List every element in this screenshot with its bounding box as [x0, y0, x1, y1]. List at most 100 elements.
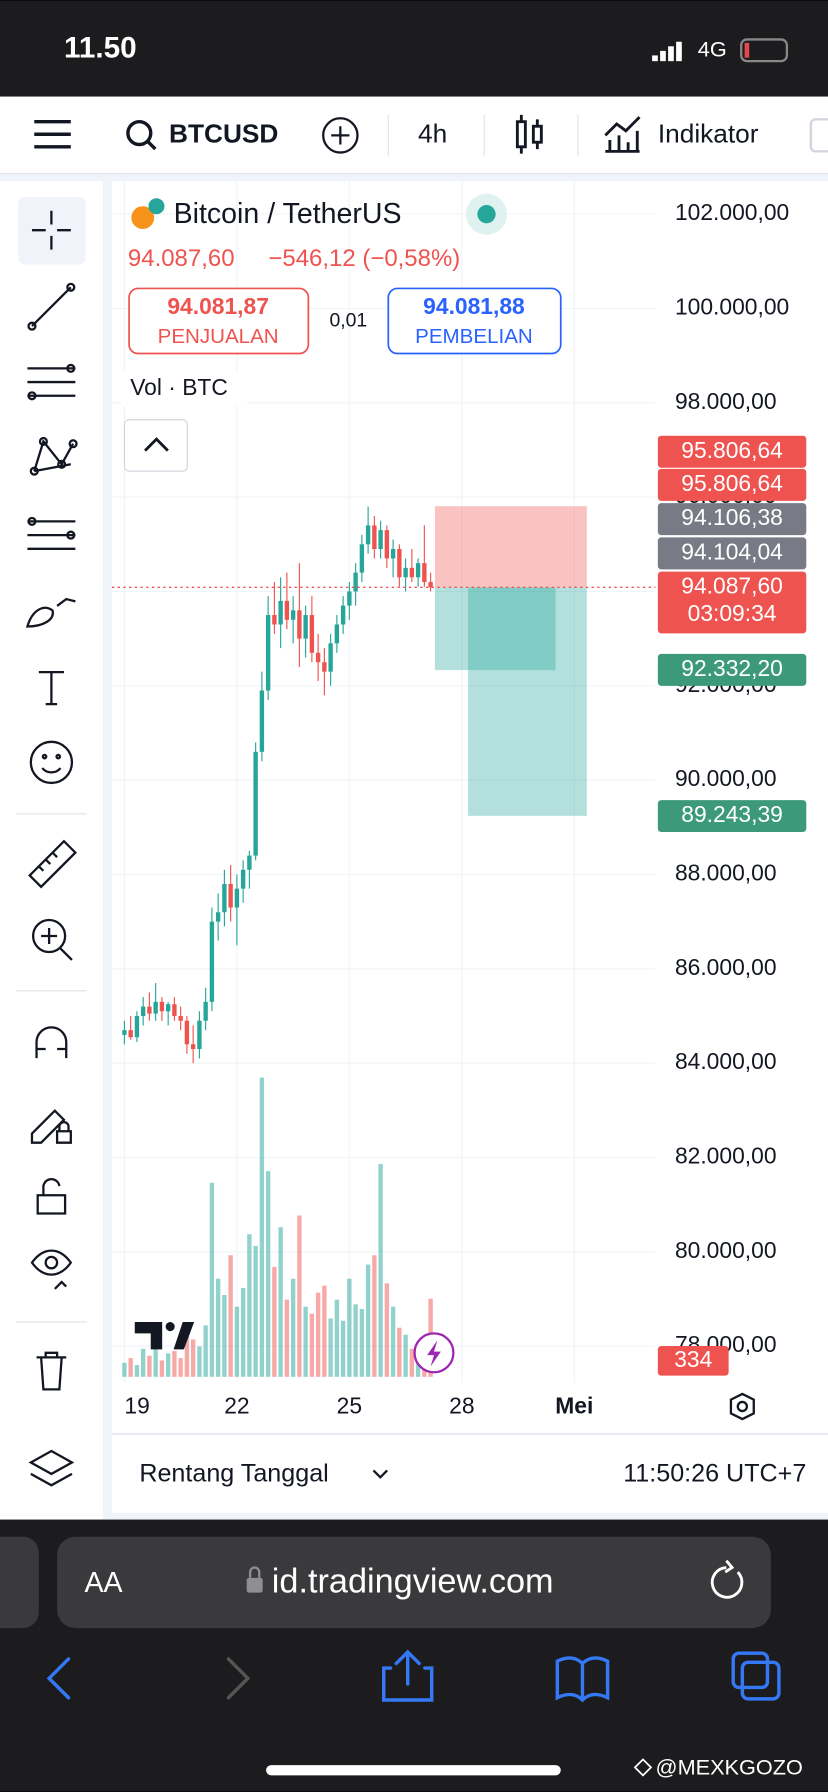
candle-body [253, 751, 258, 856]
volume-bar [259, 1077, 265, 1377]
candle-body [165, 1004, 171, 1012]
price-label-box [657, 468, 807, 501]
settings[interactable] [729, 1392, 755, 1421]
price-label-box [657, 503, 807, 536]
candle-body [128, 1030, 133, 1038]
volume-bar [140, 1348, 146, 1377]
candle-body [265, 615, 271, 691]
home-indicator [266, 1765, 561, 1776]
text-size[interactable]: AA [85, 1567, 123, 1599]
target-zone [434, 587, 556, 671]
chart-type[interactable] [515, 114, 543, 154]
cursor-tool[interactable] [18, 197, 86, 265]
buy-button[interactable] [387, 287, 562, 355]
volume-bar [247, 1234, 252, 1377]
candle-body [378, 530, 383, 550]
y-tick-label: 98.000,00 [675, 388, 777, 414]
candle-body [359, 544, 365, 573]
candle-body [284, 600, 290, 620]
x-tick-label: 28 [449, 1393, 474, 1419]
candle-body [178, 1015, 183, 1021]
volume-bar [178, 1358, 183, 1377]
volume-label-box [657, 1345, 729, 1376]
volume-bar [372, 1255, 377, 1377]
search-icon [146, 139, 157, 151]
interval[interactable]: 4h [418, 118, 447, 148]
volume-bar [159, 1360, 165, 1377]
candle-body [409, 567, 415, 578]
battery-level [744, 42, 750, 58]
price-label: 89.243,39 [681, 801, 783, 827]
price-label: 94.087,60 [681, 573, 783, 599]
volume-bar [390, 1306, 396, 1377]
symbol-name: Bitcoin / TetherUS [174, 198, 402, 230]
volume-bar [290, 1278, 296, 1377]
tool-separators [15, 813, 87, 1323]
volume-bar [122, 1362, 127, 1377]
volume-bar [415, 1355, 421, 1377]
candle-body [422, 563, 427, 583]
candle-body [190, 1044, 196, 1050]
sell-button[interactable] [128, 287, 310, 355]
candle-body [272, 615, 277, 625]
indicator-icon[interactable] [604, 116, 641, 153]
volume-bar [347, 1278, 352, 1377]
lock-icon [248, 1566, 261, 1578]
candle-body [134, 1015, 140, 1038]
last-price: 94.087,60 [128, 245, 235, 272]
volume-title-bg [121, 371, 247, 407]
stop-zone [434, 506, 587, 588]
volume-bar [297, 1215, 302, 1377]
candle-body [140, 1006, 146, 1016]
more[interactable] [809, 118, 828, 153]
collapse-icon [144, 437, 169, 452]
add-symbol[interactable] [322, 117, 359, 154]
volume-bar [403, 1334, 408, 1377]
candle-body [347, 591, 352, 606]
candle-body [334, 624, 340, 644]
candle-body [203, 1001, 208, 1021]
candle-body [147, 1006, 152, 1014]
axis: 78.000,0080.000,0082.000,0084.000,0086.0… [111, 181, 789, 1419]
search-icon[interactable] [126, 119, 153, 147]
flash-icon [427, 1340, 441, 1367]
volume-bar [303, 1306, 308, 1377]
collapse-button[interactable] [123, 419, 188, 472]
reload[interactable] [710, 1559, 744, 1599]
countdown: 03:09:34 [688, 600, 777, 626]
candle-body [197, 1020, 202, 1050]
volume-bar [209, 1182, 215, 1377]
candle-body [215, 912, 221, 922]
address-bar[interactable] [57, 1536, 771, 1629]
menu-button[interactable] [34, 119, 71, 149]
y-tick-label: 100.000,00 [675, 293, 789, 319]
volume-bar [197, 1346, 202, 1377]
candle-body [403, 567, 408, 578]
date-range[interactable]: Rentang Tanggal [139, 1460, 328, 1488]
y-tick-label: 84.000,00 [675, 1048, 777, 1074]
volume-bar [409, 1348, 415, 1377]
status-bar [0, 0, 828, 97]
candle-body [234, 888, 240, 908]
prev-tab[interactable] [0, 1536, 39, 1629]
battery [740, 38, 789, 63]
candle-body [122, 1030, 127, 1035]
volume-bar [184, 1330, 190, 1377]
candle-body [372, 525, 377, 550]
candle-body [384, 530, 390, 559]
volume-bar [215, 1278, 221, 1377]
volume-bar [190, 1339, 196, 1377]
candle-body [278, 600, 283, 625]
clock-utc: 11:50:26 UTC+7 [623, 1460, 806, 1488]
indicators[interactable]: Indikator [658, 118, 759, 148]
volume [122, 1077, 433, 1377]
candle-body [247, 855, 252, 870]
price-label-box [657, 800, 807, 833]
candle-body [315, 652, 321, 663]
price-label-box [657, 537, 807, 570]
candle-body [309, 615, 315, 653]
symbol[interactable]: BTCUSD [169, 118, 278, 148]
volume-bar [165, 1353, 171, 1377]
volume-bar [378, 1164, 383, 1377]
